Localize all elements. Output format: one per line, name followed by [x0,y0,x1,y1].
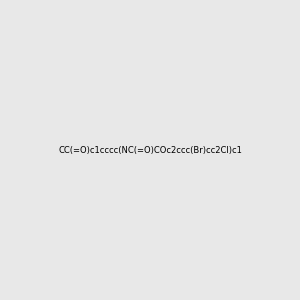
Text: CC(=O)c1cccc(NC(=O)COc2ccc(Br)cc2Cl)c1: CC(=O)c1cccc(NC(=O)COc2ccc(Br)cc2Cl)c1 [58,146,242,154]
